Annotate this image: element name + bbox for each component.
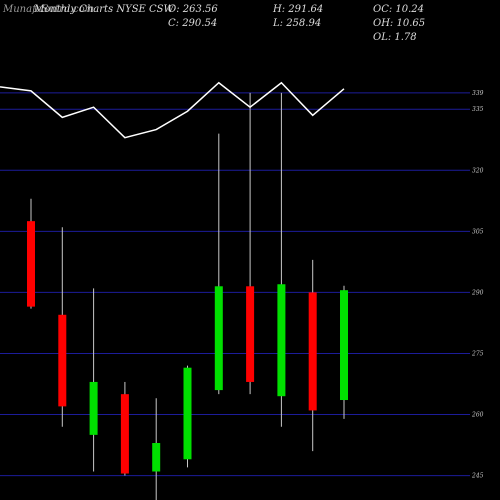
high-readout: H: 291.64 <box>272 4 323 15</box>
candle-body <box>27 221 35 307</box>
candle-body <box>214 286 223 391</box>
candle-body <box>152 443 161 472</box>
candle-body <box>340 290 348 401</box>
candle <box>340 285 348 419</box>
y-tick-label: 290 <box>471 289 484 296</box>
y-tick-label: 245 <box>471 473 484 480</box>
oc-readout: OC: 10.24 <box>373 4 424 15</box>
candle <box>246 92 255 395</box>
y-tick-label: 260 <box>471 412 484 419</box>
oh-readout: OH: 10.65 <box>373 18 425 29</box>
candle-body <box>308 292 317 411</box>
y-tick-label: 339 <box>472 90 484 97</box>
y-axis-ticks: 339 335 320 305 290 275 260 245 <box>471 90 484 480</box>
y-tick-label: 335 <box>472 106 484 113</box>
candle-body <box>277 284 286 397</box>
candle <box>58 227 67 427</box>
chart-title: Monthly Charts NYSE CSW <box>33 4 175 15</box>
candle <box>183 365 192 468</box>
watermark: MunafaSutra.com <box>2 4 94 15</box>
candle <box>27 198 35 309</box>
low-readout: L: 258.94 <box>272 18 321 29</box>
y-tick-label: 275 <box>471 350 484 357</box>
candle <box>89 288 98 472</box>
candle-body <box>183 367 192 460</box>
y-tick-label: 320 <box>472 167 484 174</box>
candle <box>277 92 286 427</box>
candle <box>120 381 129 476</box>
candle <box>152 398 161 500</box>
overlay-line-layer <box>0 81 345 139</box>
ol-readout: OL: 1.78 <box>373 32 417 43</box>
candle <box>214 133 223 395</box>
candle-body <box>58 314 67 407</box>
y-tick-label: 305 <box>472 228 484 235</box>
candle-body <box>120 394 129 474</box>
overlay-line <box>0 81 345 139</box>
candle <box>308 259 317 452</box>
close-readout: C: 290.54 <box>168 18 217 29</box>
candle-body <box>89 381 98 435</box>
candles <box>27 92 348 500</box>
candle-body <box>246 286 255 382</box>
open-readout: O: 263.56 <box>168 4 218 15</box>
grid-lines <box>0 92 470 477</box>
